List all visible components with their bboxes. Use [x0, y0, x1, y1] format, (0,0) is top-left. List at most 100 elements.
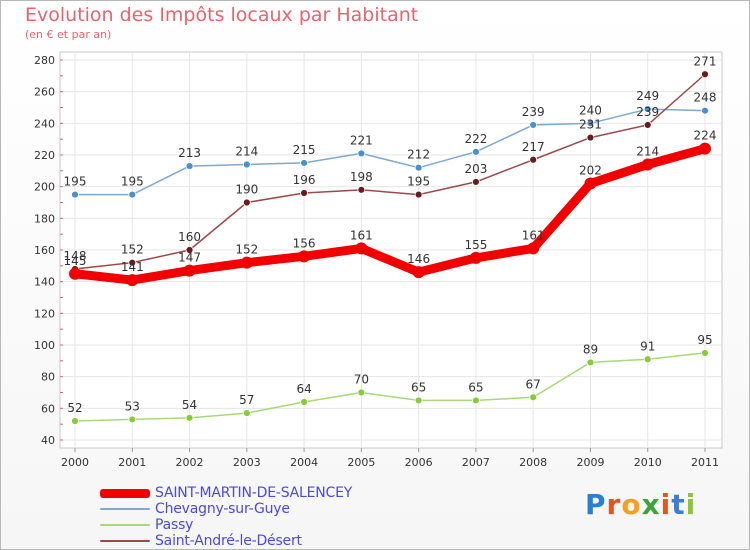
series-line-passy: [74, 352, 706, 422]
x-tick-label-2005: 2005: [347, 456, 375, 469]
data-point-saint-martin-de-salencey-2009: [584, 177, 597, 190]
data-point-chevagny-sur-guye-2005: [357, 149, 366, 158]
legend-swatch: [100, 508, 150, 510]
data-label-saint-martin-de-salencey-2002: 147: [178, 251, 201, 265]
chart-title: Evolution des Impôts locaux par Habitant: [25, 4, 419, 26]
data-label-chevagny-sur-guye-2006: 212: [407, 148, 430, 162]
data-point-saint-martin-de-salencey-2004: [298, 250, 311, 263]
proxiti-logo: Proxiti: [585, 488, 696, 521]
data-label-passy-2007: 65: [468, 380, 483, 394]
data-label-chevagny-sur-guye-2008: 239: [522, 105, 545, 119]
data-label-saint-martin-de-salencey-2004: 156: [293, 236, 316, 250]
data-label-passy-2006: 65: [411, 380, 426, 394]
y-tick-label-200: 200: [34, 181, 55, 194]
data-label-saint-andr-le-d-sert-2004: 196: [293, 173, 316, 187]
x-tick-label-2009: 2009: [576, 456, 604, 469]
data-point-saint-andr-le-d-sert-2010: [643, 121, 652, 129]
data-point-chevagny-sur-guye-2003: [242, 160, 251, 169]
data-point-passy-2001: [128, 415, 137, 424]
data-point-passy-2007: [472, 396, 480, 405]
data-label-saint-andr-le-d-sert-2009: 231: [579, 118, 602, 132]
data-label-chevagny-sur-guye-2009: 240: [579, 103, 602, 117]
x-tick-label-2007: 2007: [462, 456, 490, 469]
data-point-saint-martin-de-salencey-2011: [699, 142, 711, 155]
data-point-saint-andr-le-d-sert-2009: [586, 133, 595, 142]
x-tick-label-2001: 2001: [118, 456, 146, 469]
data-point-chevagny-sur-guye-2011: [701, 106, 709, 115]
data-label-saint-martin-de-salencey-2011: 224: [694, 129, 717, 143]
x-tick-label-2011: 2011: [691, 456, 719, 469]
data-label-saint-martin-de-salencey-2005: 161: [350, 228, 373, 242]
y-tick-label-280: 280: [34, 54, 55, 67]
data-label-passy-2008: 67: [526, 377, 541, 391]
data-label-saint-martin-de-salencey-2000: 145: [64, 254, 87, 268]
data-label-chevagny-sur-guye-2003: 214: [235, 145, 258, 159]
data-label-passy-2011: 95: [697, 333, 712, 347]
data-point-saint-martin-de-salencey-2000: [69, 267, 81, 280]
x-tick-label-2002: 2002: [176, 456, 204, 469]
data-point-saint-andr-le-d-sert-2008: [529, 155, 538, 164]
logo-letter: x: [641, 488, 661, 521]
logo-letter: t: [671, 488, 686, 521]
x-tick-label-2003: 2003: [233, 456, 261, 469]
legend-label: Saint-André-le-Désert: [155, 533, 302, 549]
x-tick-label-2000: 2000: [61, 456, 89, 469]
data-label-saint-andr-le-d-sert-2002: 160: [178, 230, 201, 244]
y-tick-label-240: 240: [34, 117, 55, 130]
legend-item-chevagny-sur-guye: Chevagny-sur-Guye: [100, 501, 290, 517]
y-tick-label-260: 260: [34, 86, 55, 99]
data-label-passy-2009: 89: [583, 342, 598, 356]
data-label-saint-andr-le-d-sert-2006: 195: [407, 175, 430, 189]
series-line-saint-andr-le-d-sert: [74, 73, 706, 270]
legend-swatch: [100, 488, 150, 498]
data-point-saint-martin-de-salencey-2008: [527, 242, 540, 255]
data-point-chevagny-sur-guye-2002: [185, 162, 194, 170]
data-point-saint-martin-de-salencey-2003: [240, 256, 253, 269]
y-tick-label-160: 160: [34, 244, 55, 257]
x-tick-label-2004: 2004: [290, 456, 318, 469]
data-label-chevagny-sur-guye-2000: 195: [64, 175, 87, 189]
data-point-passy-2005: [357, 388, 366, 397]
series-line-saint-martin-de-salencey: [70, 144, 710, 285]
data-label-passy-2003: 57: [239, 393, 254, 407]
data-label-saint-martin-de-salencey-2003: 152: [235, 243, 258, 257]
x-tick-label-2006: 2006: [405, 456, 433, 469]
data-point-saint-andr-le-d-sert-2007: [472, 178, 480, 186]
data-point-saint-andr-le-d-sert-2006: [414, 190, 423, 199]
data-label-chevagny-sur-guye-2011: 248: [694, 91, 717, 105]
data-label-chevagny-sur-guye-2001: 195: [121, 175, 144, 189]
legend-item-saint-martin-de-salencey: SAINT-MARTIN-DE-SALENCEY: [100, 485, 352, 501]
data-label-saint-andr-le-d-sert-2007: 203: [464, 162, 487, 176]
data-label-passy-2000: 52: [67, 401, 82, 415]
y-tick-label-220: 220: [34, 149, 55, 162]
data-label-saint-martin-de-salencey-2001: 141: [121, 260, 144, 274]
y-tick-label-80: 80: [41, 371, 55, 384]
data-point-saint-martin-de-salencey-2007: [469, 251, 482, 264]
data-point-chevagny-sur-guye-2001: [128, 190, 137, 199]
data-label-saint-andr-le-d-sert-2000: 148: [64, 249, 87, 263]
data-point-passy-2004: [300, 398, 308, 406]
data-label-saint-martin-de-salencey-2006: 146: [407, 252, 430, 266]
data-point-chevagny-sur-guye-2009: [586, 119, 595, 128]
data-point-chevagny-sur-guye-2008: [529, 121, 538, 129]
logo-letter: P: [585, 488, 607, 521]
legend-label: SAINT-MARTIN-DE-SALENCEY: [155, 485, 353, 501]
data-label-passy-2002: 54: [182, 398, 197, 412]
data-point-passy-2008: [529, 393, 538, 402]
y-tick-label-140: 140: [34, 276, 55, 289]
data-label-passy-2001: 53: [125, 399, 140, 413]
data-point-passy-2003: [242, 409, 251, 417]
data-point-saint-martin-de-salencey-2001: [126, 274, 139, 287]
x-tick-label-2010: 2010: [634, 456, 662, 469]
data-point-saint-andr-le-d-sert-2005: [357, 185, 366, 194]
series-line-chevagny-sur-guye: [74, 108, 706, 196]
legend-swatch: [100, 540, 150, 542]
data-point-saint-martin-de-salencey-2010: [641, 158, 654, 171]
data-label-passy-2010: 91: [640, 339, 655, 353]
data-point-saint-martin-de-salencey-2006: [412, 266, 425, 279]
logo-letter: o: [621, 488, 642, 521]
legend-item-saint-andr-le-d-sert: Saint-André-le-Désert: [100, 533, 302, 549]
data-label-saint-andr-le-d-sert-2008: 217: [522, 140, 545, 154]
data-point-passy-2011: [701, 349, 709, 357]
